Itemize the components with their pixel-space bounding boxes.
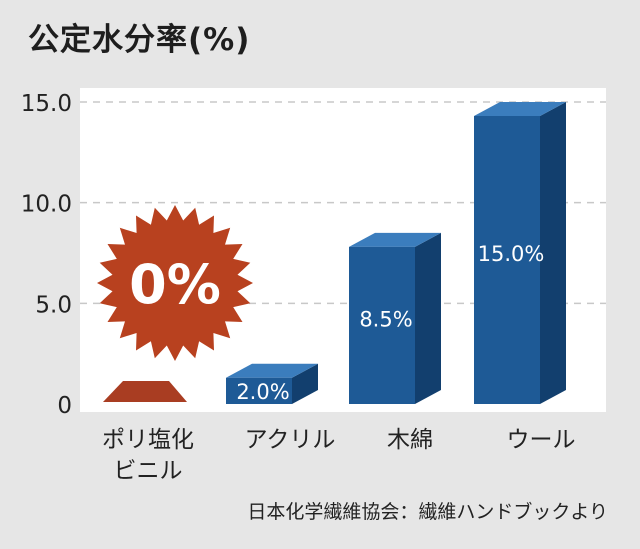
y-tick-label: 15.0 — [21, 91, 72, 117]
y-tick-label: 10.0 — [21, 192, 72, 218]
data-label: 0% — [129, 253, 221, 316]
bar-side — [540, 102, 566, 404]
y-tick-label: 5.0 — [35, 292, 72, 318]
data-label: 8.5% — [359, 307, 412, 331]
y-tick-label: 0 — [57, 393, 72, 419]
x-tick-label: ビニル — [114, 458, 183, 484]
source-note: 日本化学繊維協会：繊維ハンドブックより — [247, 501, 608, 523]
x-tick-label: 木綿 — [387, 427, 433, 453]
bar — [474, 116, 540, 404]
data-label: 2.0% — [236, 380, 289, 404]
bar-side — [292, 363, 318, 404]
bar-side — [415, 232, 441, 404]
data-label: 15.0% — [478, 242, 545, 266]
bar — [103, 381, 187, 402]
chart-title: 公定水分率(%) — [28, 22, 251, 58]
bar-top — [226, 363, 318, 378]
bar — [226, 377, 292, 404]
bar-top — [349, 232, 441, 247]
bar-top — [474, 102, 566, 116]
starburst — [97, 205, 253, 361]
bar — [349, 246, 415, 404]
x-tick-label: ウール — [507, 427, 576, 453]
x-tick-label: ポリ塩化 — [102, 427, 194, 453]
x-tick-label: アクリル — [245, 427, 336, 453]
